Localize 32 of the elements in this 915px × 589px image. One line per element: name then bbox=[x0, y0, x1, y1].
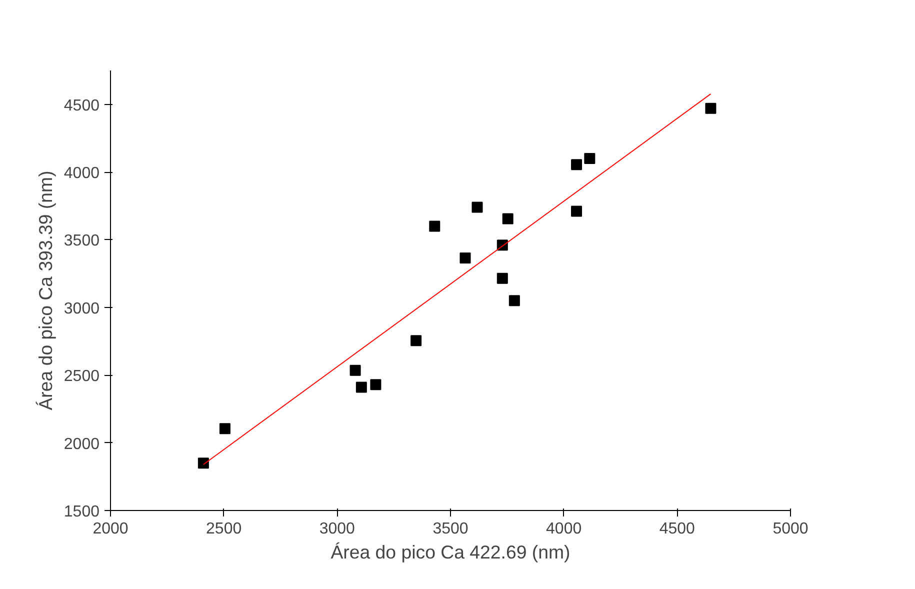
point bbox=[198, 458, 209, 469]
y-axis-title: Área do pico Ca 393.39 (nm) bbox=[34, 170, 56, 410]
y-tick-label: 2000 bbox=[64, 436, 100, 453]
y-tick-label: 2500 bbox=[64, 368, 100, 386]
point bbox=[350, 364, 361, 376]
point bbox=[219, 423, 230, 434]
point bbox=[584, 153, 596, 164]
x-tick-label: 4000 bbox=[546, 520, 582, 538]
x-tick-label: 2500 bbox=[206, 520, 242, 538]
point bbox=[705, 102, 716, 114]
point bbox=[571, 206, 582, 217]
point bbox=[370, 379, 382, 390]
x-axis-title: Área do pico Ca 422.69 (nm) bbox=[330, 542, 570, 562]
x-tick-label: 5000 bbox=[772, 520, 808, 538]
point bbox=[356, 382, 367, 393]
point bbox=[460, 252, 471, 264]
point bbox=[429, 220, 440, 232]
x-tick-label: 3500 bbox=[432, 520, 468, 538]
x-tick-label: 4500 bbox=[659, 520, 696, 538]
y-tick-label: 3500 bbox=[64, 232, 100, 250]
point bbox=[508, 295, 520, 306]
y-tick-label: 4000 bbox=[64, 165, 100, 182]
point bbox=[502, 213, 514, 224]
x-tick-label: 3000 bbox=[319, 520, 356, 538]
y-tick-label: 4500 bbox=[64, 97, 100, 114]
point bbox=[410, 335, 422, 346]
point bbox=[472, 202, 483, 213]
x-tick-label: 2000 bbox=[92, 520, 128, 538]
y-tick-label: 1500 bbox=[64, 504, 100, 520]
point bbox=[496, 272, 508, 284]
y-tick-label: 3000 bbox=[64, 300, 100, 318]
point bbox=[571, 159, 582, 170]
